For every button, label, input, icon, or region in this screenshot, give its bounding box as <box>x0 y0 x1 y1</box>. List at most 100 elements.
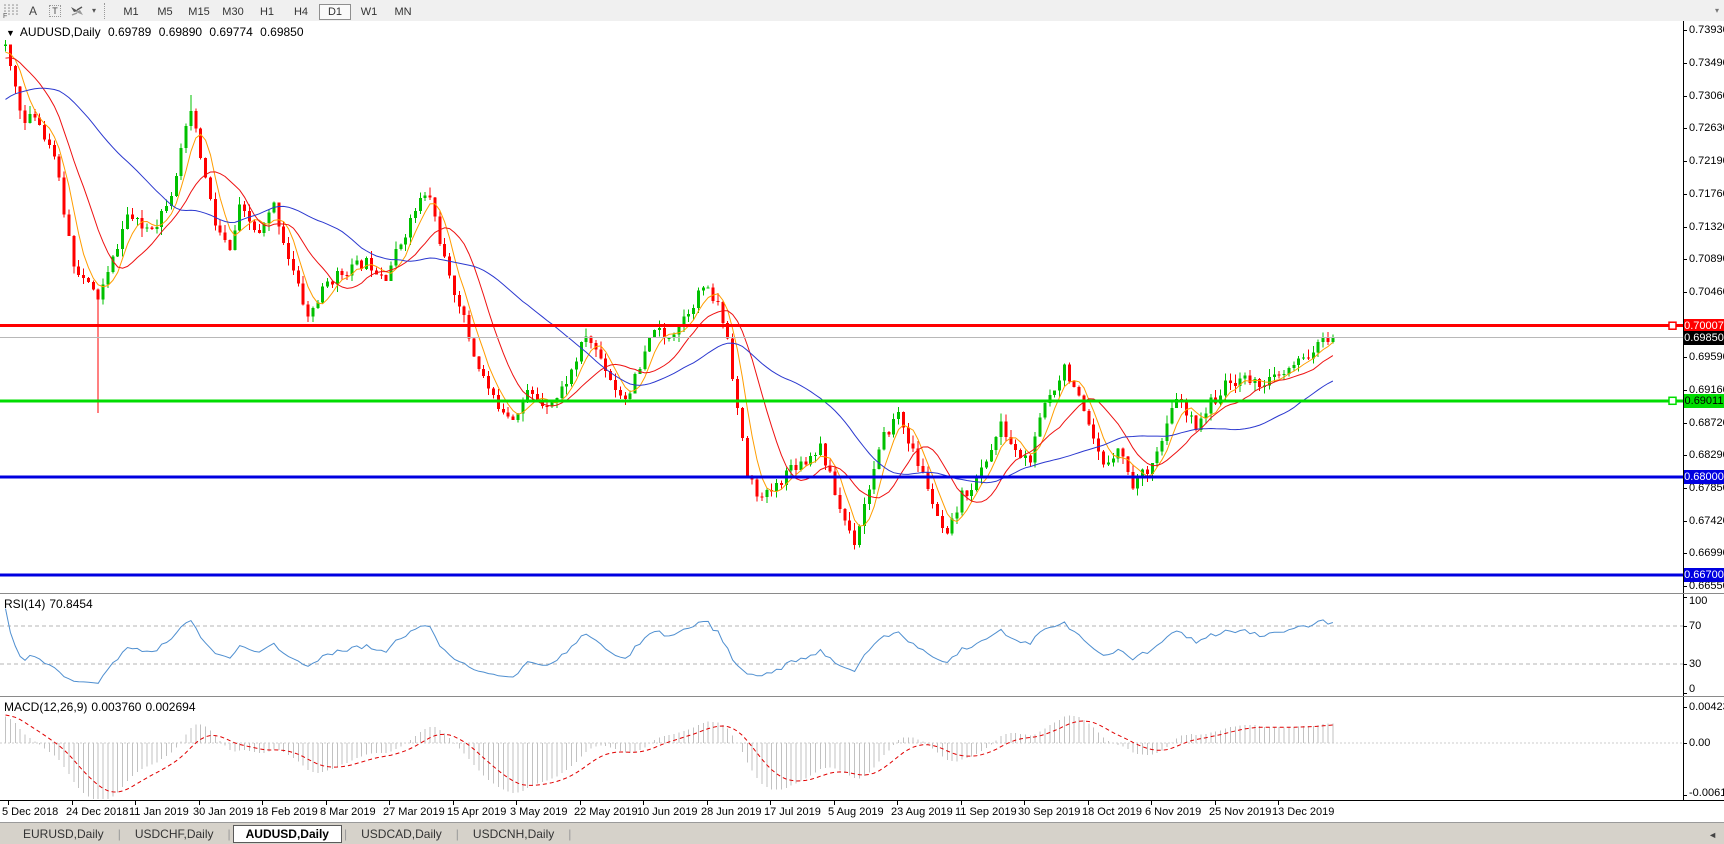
tab-audusd-daily[interactable]: AUDUSD,Daily <box>232 825 342 843</box>
timeframe-button-m5[interactable]: M5 <box>157 5 173 18</box>
date-tick-label: 23 Aug 2019 <box>891 806 953 818</box>
rsi-panel: 100 70 30 0 RSI(14) 70.8454 <box>0 593 1724 697</box>
date-tick-label: 3 May 2019 <box>510 806 568 818</box>
date-tick-label: 8 Mar 2019 <box>320 806 376 818</box>
price-tick-mark <box>1683 194 1687 195</box>
rsi-axis-border <box>1683 594 1684 697</box>
fibonacci-grid-icon[interactable]: F <box>1 2 21 20</box>
date-tick-mark <box>1278 801 1279 805</box>
price-tick-mark <box>1683 161 1687 162</box>
rsi-tick-label: 70 <box>1689 620 1702 632</box>
date-tick-mark <box>897 801 898 805</box>
timeframe-button-m1[interactable]: M1 <box>123 5 139 18</box>
macd-signal-value: 0.002694 <box>145 700 196 714</box>
timeframe-button-mn[interactable]: MN <box>394 5 412 18</box>
price-level-badge: 0.68000 <box>1684 470 1724 484</box>
macd-plot[interactable] <box>0 697 1683 801</box>
timeframe-button-w1[interactable]: W1 <box>360 5 378 18</box>
current-price-badge: 0.69850 <box>1684 331 1724 345</box>
rsi-plot[interactable] <box>0 594 1683 697</box>
ohlc-high: 0.69890 <box>158 25 203 39</box>
price-tick-mark <box>1683 357 1687 358</box>
price-level-badge: 0.70007 <box>1684 319 1724 333</box>
macd-tick-label: 0.00423 <box>1689 701 1724 713</box>
price-chart-plot[interactable] <box>0 21 1683 593</box>
svg-text:F: F <box>3 13 7 19</box>
tab-separator: | <box>568 827 572 841</box>
price-tick-mark <box>1683 423 1687 424</box>
macd-canvas[interactable] <box>0 697 1683 801</box>
macd-axis[interactable]: 0.00423 0.00 -0.00610 <box>1683 697 1724 801</box>
date-tick-mark <box>1024 801 1025 805</box>
toolbar-overflow-icon[interactable]: ▾ <box>1714 6 1719 15</box>
arrow-objects-icon[interactable] <box>67 2 87 20</box>
date-tick-mark <box>262 801 263 805</box>
rsi-tick-label: 100 <box>1689 595 1708 607</box>
text-label-icon[interactable]: T <box>45 2 65 20</box>
toolbar-separator <box>104 2 110 19</box>
price-tick-mark <box>1683 488 1687 489</box>
timeframe-button-m15[interactable]: M15 <box>188 5 210 18</box>
chart-menu-icon[interactable]: ▼ <box>6 28 15 38</box>
tab-scroll-left-icon[interactable]: ◄ <box>1708 830 1717 840</box>
rsi-tick-mark <box>1683 626 1687 627</box>
date-tick-mark <box>834 801 835 805</box>
price-tick-mark <box>1683 455 1687 456</box>
tab-usdcnh-daily[interactable]: USDCNH,Daily <box>472 827 555 841</box>
rsi-tick-mark <box>1683 693 1687 694</box>
price-tick-mark <box>1683 553 1687 554</box>
rsi-axis[interactable]: 100 70 30 0 <box>1683 594 1724 697</box>
macd-tick-label: 0.00 <box>1689 737 1711 749</box>
macd-tick-mark <box>1683 743 1687 744</box>
macd-name: MACD(12,26,9) <box>4 700 88 714</box>
timeframe-button-h4[interactable]: H4 <box>293 5 309 18</box>
price-tick-mark <box>1683 96 1687 97</box>
tabs-container: EURUSD,Daily | USDCHF,Daily | AUDUSD,Daily | U… <box>10 825 572 843</box>
rsi-canvas[interactable] <box>0 594 1683 697</box>
date-tick-mark <box>707 801 708 805</box>
timeframe-button-d1[interactable]: D1 <box>319 3 351 20</box>
rsi-name: RSI(14) <box>4 597 46 611</box>
date-tick-label: 18 Feb 2019 <box>256 806 318 818</box>
tab-usdcad-daily[interactable]: USDCAD,Daily <box>361 827 442 841</box>
date-tick-mark <box>1215 801 1216 805</box>
date-tick-mark <box>326 801 327 805</box>
arrows-dropdown-caret-icon[interactable]: ▾ <box>91 6 96 15</box>
ohlc-close: 0.69850 <box>260 25 304 39</box>
chart-tab-bar: EURUSD,Daily | USDCHF,Daily | AUDUSD,Daily | U… <box>0 822 1724 844</box>
tab-separator: | <box>227 827 231 841</box>
tab-separator: | <box>343 827 348 841</box>
date-tick-mark <box>72 801 73 805</box>
date-tick-label: 30 Jan 2019 <box>193 806 254 818</box>
price-chart-canvas[interactable] <box>0 21 1683 593</box>
chart-title: ▼ AUDUSD,Daily 0.69789 0.69890 0.69774 0.… <box>6 25 308 39</box>
timeframe-button-m30[interactable]: M30 <box>222 5 244 18</box>
date-tick-label: 13 Dec 2019 <box>1272 806 1335 818</box>
rsi-value: 70.8454 <box>49 597 93 611</box>
rsi-tick-label: 30 <box>1689 658 1702 670</box>
ohlc-open: 0.69789 <box>107 25 152 39</box>
date-tick-label: 5 Aug 2019 <box>828 806 884 818</box>
text-icon[interactable]: A <box>28 3 37 18</box>
macd-main-value: 0.003760 <box>91 700 142 714</box>
tab-eurusd-daily[interactable]: EURUSD,Daily <box>23 827 104 841</box>
price-tick-mark <box>1683 259 1687 260</box>
fibonacci-grid-glyph: F <box>3 3 18 19</box>
tab-usdchf-daily[interactable]: USDCHF,Daily <box>134 827 214 841</box>
slow-ma-line <box>5 87 1334 484</box>
timeframe-button-h1[interactable]: H1 <box>259 5 275 18</box>
macd-tick-mark <box>1683 707 1687 708</box>
date-axis[interactable]: 5 Dec 2018 24 Dec 2018 11 Jan 2019 30 Jan 2… <box>0 800 1724 823</box>
arrows-glyph <box>71 5 83 16</box>
